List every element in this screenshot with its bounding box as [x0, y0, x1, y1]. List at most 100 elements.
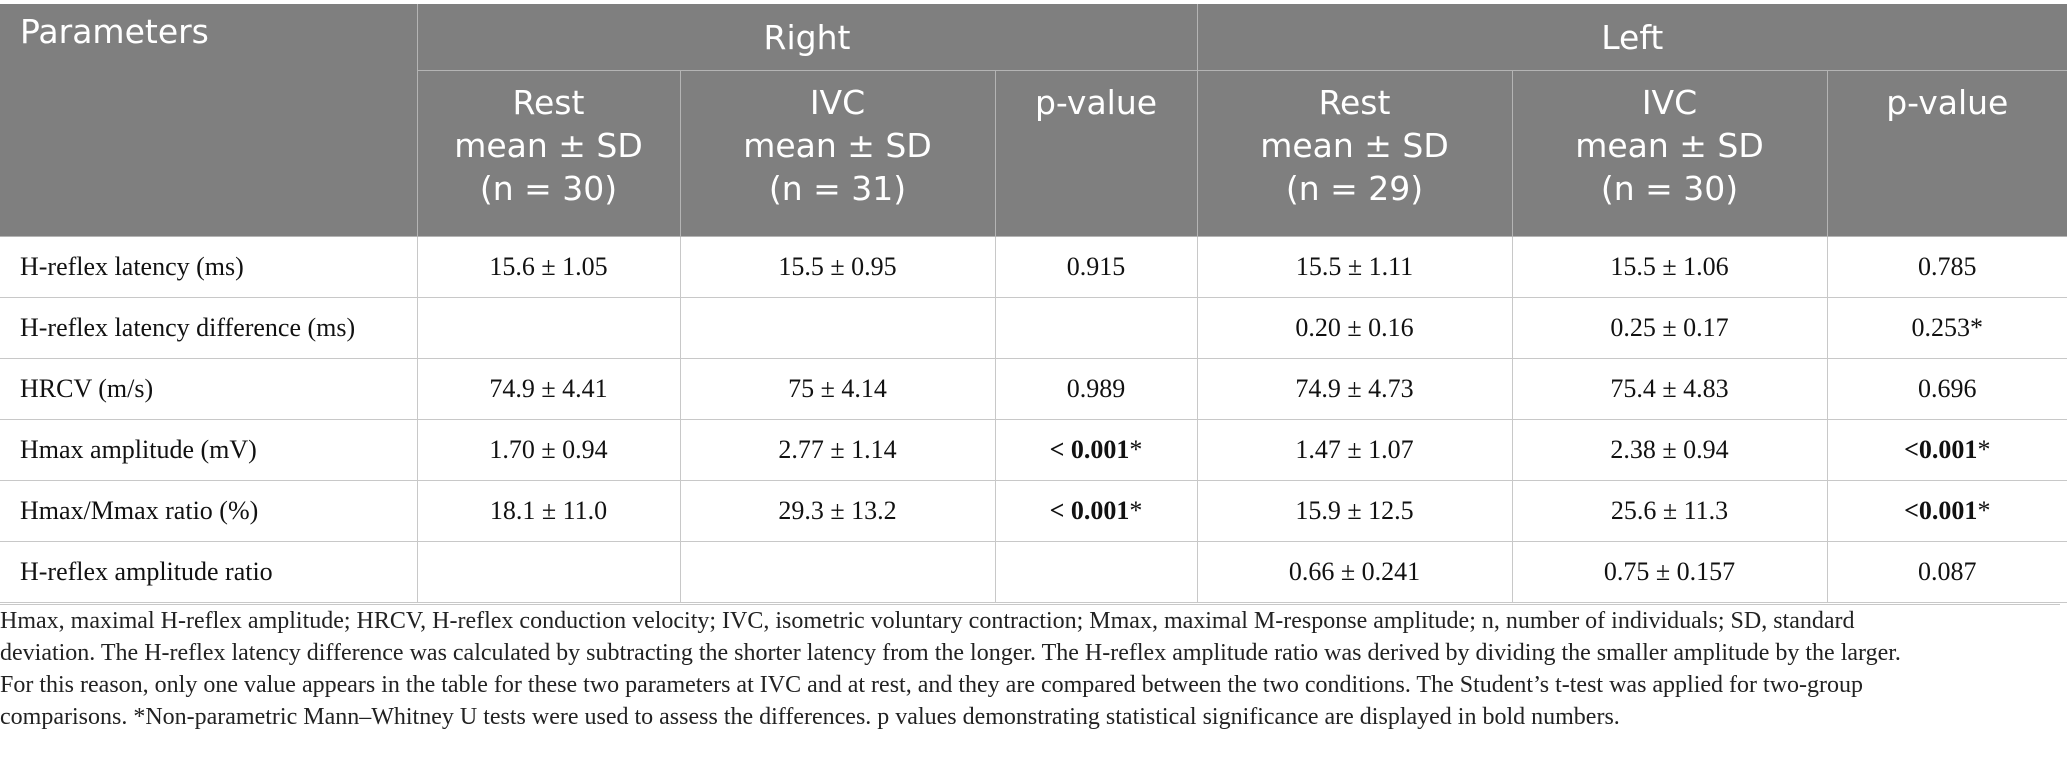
- cell-value: < 0.001: [1049, 435, 1130, 464]
- cell-l-rest: 0.20 ± 0.16: [1197, 297, 1513, 359]
- header-left: Left: [1197, 4, 2067, 71]
- cell-r-rest: 1.70 ± 0.94: [417, 419, 681, 481]
- cell-r-p: [995, 297, 1198, 359]
- cell-r-p: 0.915: [995, 236, 1198, 298]
- cell-l-ivc: 0.25 ± 0.17: [1512, 297, 1828, 359]
- table-row: H-reflex amplitude ratio 0.66 ± 0.241 0.75…: [0, 541, 2067, 603]
- cell-value: 0.989: [1066, 374, 1126, 403]
- header-col-0-l2: mean ± SD: [454, 126, 643, 165]
- cell-value: 74.9 ± 4.41: [489, 374, 608, 403]
- cell-value: 74.9 ± 4.73: [1295, 374, 1414, 403]
- header-col-2: p-value: [995, 70, 1198, 237]
- cell-l-p: 0.253*: [1827, 297, 2067, 359]
- cell-value: 15.5 ± 0.95: [778, 252, 897, 281]
- cell-value: <0.001: [1904, 435, 1978, 464]
- cell-r-rest: 18.1 ± 11.0: [417, 480, 681, 542]
- cell-r-ivc: 2.77 ± 1.14: [680, 419, 996, 481]
- cell-l-ivc: 25.6 ± 11.3: [1512, 480, 1828, 542]
- cell-l-p: <0.001*: [1827, 480, 2067, 542]
- table-row: Hmax amplitude (mV) 1.70 ± 0.94 2.77 ± 1.1…: [0, 419, 2067, 481]
- table-row: H-reflex latency difference (ms) 0.20 ± 0…: [0, 297, 2067, 359]
- cell-l-rest: 15.5 ± 1.11: [1197, 236, 1513, 298]
- header-col-3-l2: mean ± SD: [1260, 126, 1449, 165]
- table-row: HRCV (m/s) 74.9 ± 4.41 75 ± 4.14 0.989 74.9 …: [0, 358, 2067, 420]
- cell-value: 2.77 ± 1.14: [778, 435, 897, 464]
- cell-r-ivc: [680, 541, 996, 603]
- cell-r-p: 0.989: [995, 358, 1198, 420]
- footnote-line: For this reason, only one value appears …: [0, 672, 1864, 698]
- cell-l-p: <0.001*: [1827, 419, 2067, 481]
- cell-l-rest: 0.66 ± 0.241: [1197, 541, 1513, 603]
- header-col-4-l1: IVC: [1641, 83, 1698, 122]
- cell-r-ivc: 75 ± 4.14: [680, 358, 996, 420]
- header-col-1: IVC mean ± SD (n = 31): [680, 70, 996, 237]
- cell-value: 15.5 ± 1.06: [1610, 252, 1729, 281]
- footnote-line: comparisons. *Non-parametric Mann–Whitne…: [0, 704, 1620, 730]
- cell-r-rest: 15.6 ± 1.05: [417, 236, 681, 298]
- cell-r-p: < 0.001*: [995, 480, 1198, 542]
- cell-r-p: < 0.001*: [995, 419, 1198, 481]
- cell-l-ivc: 75.4 ± 4.83: [1512, 358, 1828, 420]
- cell-value: 15.6 ± 1.05: [489, 252, 608, 281]
- cell-r-rest: [417, 541, 681, 603]
- header-parameters: Parameters: [0, 4, 418, 237]
- cell-value: 0.915: [1066, 252, 1126, 281]
- cell-value: 0.25 ± 0.17: [1610, 313, 1729, 342]
- header-col-1-l1: IVC: [809, 83, 866, 122]
- cell-l-rest: 1.47 ± 1.07: [1197, 419, 1513, 481]
- cell-value: 0.087: [1918, 557, 1977, 586]
- header-col-1-l3: (n = 31): [768, 169, 907, 208]
- cell-value: 25.6 ± 11.3: [1610, 496, 1729, 525]
- cell-l-p: 0.087: [1827, 541, 2067, 603]
- header-col-2-l1: p-value: [1034, 83, 1158, 122]
- cell-mark: *: [1129, 496, 1143, 525]
- cell-r-ivc: 15.5 ± 0.95: [680, 236, 996, 298]
- cell-l-rest: 74.9 ± 4.73: [1197, 358, 1513, 420]
- footnote-line: Hmax, maximal H-reflex amplitude; HRCV, …: [0, 608, 1855, 634]
- table-footnote: Hmax, maximal H-reflex amplitude; HRCV, …: [0, 604, 2060, 733]
- header-col-4-l3: (n = 30): [1600, 169, 1739, 208]
- header-col-3: Rest mean ± SD (n = 29): [1197, 70, 1513, 237]
- cell-value: 0.75 ± 0.157: [1603, 557, 1736, 586]
- table-row: H-reflex latency (ms) 15.6 ± 1.05 15.5 ± 0…: [0, 236, 2067, 298]
- cell-mark: *: [1977, 496, 1991, 525]
- footnote-line: deviation. The H-reflex latency differen…: [0, 640, 1901, 666]
- cell-value: 0.696: [1918, 374, 1977, 403]
- cell-value: 18.1 ± 11.0: [489, 496, 608, 525]
- cell-l-ivc: 15.5 ± 1.06: [1512, 236, 1828, 298]
- row-label: Hmax amplitude (mV): [0, 419, 418, 481]
- table-body: H-reflex latency (ms) 15.6 ± 1.05 15.5 ± 0…: [0, 236, 2067, 603]
- row-label: Hmax/Mmax ratio (%): [0, 480, 418, 542]
- header-col-1-l2: mean ± SD: [743, 126, 932, 165]
- cell-r-ivc: 29.3 ± 13.2: [680, 480, 996, 542]
- cell-value: 1.47 ± 1.07: [1295, 435, 1414, 464]
- header-right: Right: [417, 4, 1198, 71]
- results-table: Parameters Right Left Rest mean ± SD (n = …: [0, 4, 2067, 603]
- header-row-columns: Rest mean ± SD (n = 30) IVC mean ± SD (n = 31…: [0, 70, 2067, 237]
- cell-value: 2.38 ± 0.94: [1610, 435, 1729, 464]
- cell-value: 29.3 ± 13.2: [778, 496, 897, 525]
- cell-r-p: [995, 541, 1198, 603]
- cell-value: 75 ± 4.14: [788, 374, 887, 403]
- header-row-groups: Parameters Right Left: [0, 4, 2067, 237]
- header-col-4: IVC mean ± SD (n = 30): [1512, 70, 1828, 237]
- row-label: H-reflex amplitude ratio: [0, 541, 418, 603]
- row-label: H-reflex latency (ms): [0, 236, 418, 298]
- cell-value: <0.001: [1904, 496, 1978, 525]
- cell-value: 0.253: [1911, 313, 1971, 342]
- cell-l-rest: 15.9 ± 12.5: [1197, 480, 1513, 542]
- cell-l-p: 0.696: [1827, 358, 2067, 420]
- header-col-0-l1: Rest: [512, 83, 585, 122]
- header-col-3-l1: Rest: [1318, 83, 1391, 122]
- cell-value: 1.70 ± 0.94: [489, 435, 608, 464]
- cell-mark: *: [1129, 435, 1143, 464]
- cell-r-ivc: [680, 297, 996, 359]
- cell-mark: *: [1970, 313, 1984, 342]
- cell-value: 0.20 ± 0.16: [1295, 313, 1414, 342]
- header-col-4-l2: mean ± SD: [1575, 126, 1764, 165]
- row-label: H-reflex latency difference (ms): [0, 297, 418, 359]
- header-col-0-l3: (n = 30): [479, 169, 618, 208]
- cell-l-ivc: 0.75 ± 0.157: [1512, 541, 1828, 603]
- cell-value: 15.5 ± 1.11: [1295, 252, 1414, 281]
- cell-value: 0.66 ± 0.241: [1288, 557, 1421, 586]
